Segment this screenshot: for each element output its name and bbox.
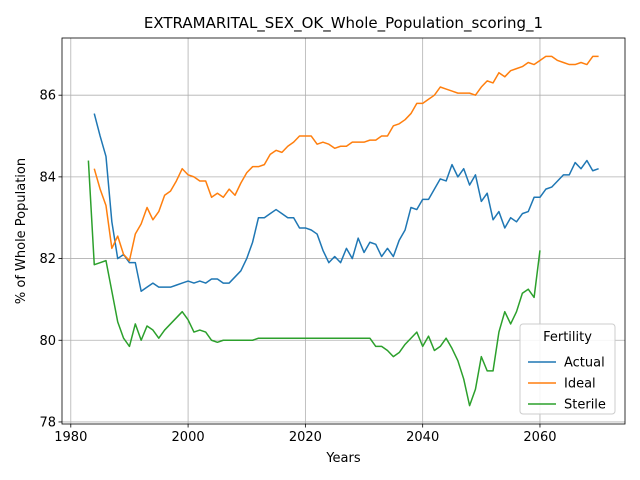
- legend-label-sterile: Sterile: [564, 398, 606, 413]
- y-tick-label: 86: [39, 89, 56, 104]
- y-tick-label: 78: [39, 415, 56, 430]
- x-tick-label: 2000: [172, 430, 205, 445]
- legend: Fertility Actual Ideal Sterile: [519, 323, 616, 415]
- series-line-actual: [93, 113, 599, 292]
- axis-ticks: 1980 2000 2020 2040 2060 78 80 82 84 86: [39, 89, 556, 445]
- y-tick-label: 82: [39, 252, 56, 267]
- x-axis-label: Years: [325, 451, 361, 466]
- legend-box: [519, 323, 616, 415]
- legend-title: Fertility: [543, 330, 592, 345]
- plot-area: [61, 37, 626, 425]
- chart-title: EXTRAMARITAL_SEX_OK_Whole_Population_sco…: [144, 14, 543, 33]
- series-lines: [87, 55, 599, 407]
- x-tick-label: 1980: [54, 430, 87, 445]
- y-tick-label: 84: [39, 170, 56, 185]
- series-line-sterile: [87, 160, 541, 407]
- legend-label-ideal: Ideal: [564, 377, 596, 392]
- x-tick-label: 2040: [406, 430, 439, 445]
- legend-label-actual: Actual: [564, 356, 605, 371]
- x-tick-label: 2020: [289, 430, 322, 445]
- x-tick-label: 2060: [523, 430, 556, 445]
- series-line-ideal: [93, 55, 599, 262]
- y-tick-label: 80: [39, 334, 56, 349]
- y-axis-label: % of Whole Population: [14, 158, 29, 304]
